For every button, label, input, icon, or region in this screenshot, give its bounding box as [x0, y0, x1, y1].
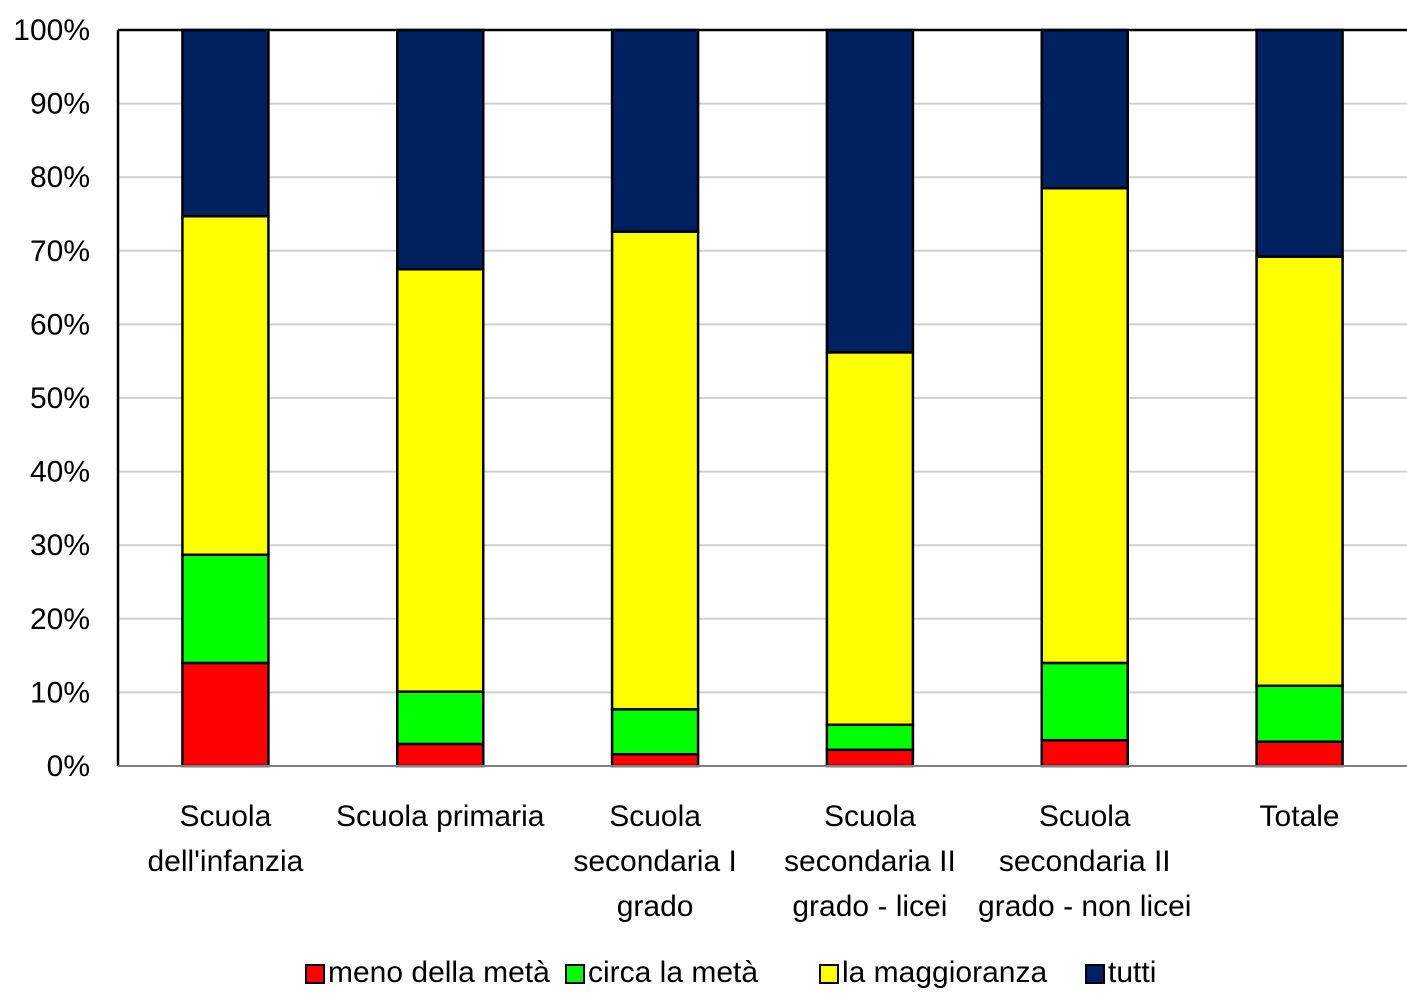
legend: meno della metà circa la metà la maggioran…: [305, 956, 1156, 989]
bar-segment: [610, 752, 700, 768]
y-tick-label: 20%: [30, 603, 90, 636]
x-category-label-line: Scuola: [824, 800, 916, 833]
legend-swatch: [565, 964, 585, 984]
bar-segment: [1255, 28, 1344, 258]
legend-label: tutti: [1108, 956, 1156, 989]
bar-segment: [825, 351, 915, 727]
bar-segment: [1255, 740, 1344, 768]
x-category-label: Totale: [1260, 800, 1340, 833]
bar-segment: [825, 748, 915, 768]
legend-label: meno della metà: [328, 956, 550, 989]
y-tick-label: 90%: [30, 88, 90, 121]
bar-segment: [1255, 255, 1344, 688]
x-category-label: Scuola primaria: [336, 800, 545, 833]
x-category-label: Scuola dell'infanzia: [147, 800, 303, 878]
bar-segment: [610, 230, 700, 711]
x-category-label-line: secondaria II: [999, 845, 1171, 878]
bar-segment: [181, 553, 270, 665]
x-category-label-line: Scuola: [180, 800, 272, 833]
legend-swatch: [1085, 964, 1105, 984]
y-tick-label: 70%: [30, 235, 90, 268]
axes: [116, 28, 1407, 767]
bar-segment: [1040, 186, 1129, 665]
legend-swatch: [819, 964, 839, 984]
x-category-label-line: grado - non licei: [978, 890, 1191, 923]
x-category-label: Scuola secondaria I grado: [573, 800, 736, 923]
y-tick-label: 100%: [13, 14, 90, 47]
y-tick-label: 10%: [30, 676, 90, 709]
bars: [181, 28, 1344, 768]
legend-label: la maggioranza: [842, 956, 1047, 989]
bar-segment: [1255, 684, 1344, 743]
bar-segment: [610, 28, 700, 233]
y-tick-label: 60%: [30, 308, 90, 341]
bar-segment: [825, 28, 915, 354]
bar-segment: [1040, 661, 1129, 742]
x-category-label-line: grado: [617, 890, 694, 923]
gridlines: [118, 102, 1407, 694]
x-axis-category-labels: Scuola dell'infanzia Scuola primaria Scuola…: [147, 800, 1339, 923]
bar-segment: [181, 214, 270, 557]
bar-segment: [396, 28, 485, 271]
x-category-label-line: secondaria II: [784, 845, 956, 878]
x-category-label-line: dell'infanzia: [147, 845, 303, 878]
bar-segment: [610, 708, 700, 756]
y-axis-tick-labels: 0% 10% 20% 30% 40% 50% 60% 70% 80% 90% 100%: [13, 14, 90, 783]
bar-segment: [825, 723, 915, 752]
bar-segment: [396, 742, 485, 768]
y-tick-label: 40%: [30, 456, 90, 489]
y-tick-label: 80%: [30, 161, 90, 194]
y-tick-label: 30%: [30, 529, 90, 562]
x-category-label-line: Scuola: [609, 800, 701, 833]
x-category-label: Scuola secondaria II grado - non licei: [978, 800, 1191, 923]
x-category-label-line: Scuola: [1039, 800, 1131, 833]
bar-segment: [181, 661, 270, 768]
legend-swatch: [305, 964, 325, 984]
x-category-label-line: secondaria I: [573, 845, 736, 878]
y-tick-label: 50%: [30, 382, 90, 415]
bar-segment: [1040, 738, 1129, 768]
x-category-label-line: grado - licei: [792, 890, 947, 923]
bar-segment: [396, 267, 485, 693]
y-tick-label: 0%: [47, 750, 90, 783]
x-category-label: Scuola secondaria II grado - licei: [784, 800, 956, 923]
x-category-label-line: Scuola primaria: [336, 800, 545, 833]
legend-label: circa la metà: [588, 956, 758, 989]
bar-segment: [181, 28, 270, 218]
bar-segment: [396, 690, 485, 746]
bar-segment: [1040, 28, 1129, 190]
x-category-label-line: Totale: [1260, 800, 1340, 833]
